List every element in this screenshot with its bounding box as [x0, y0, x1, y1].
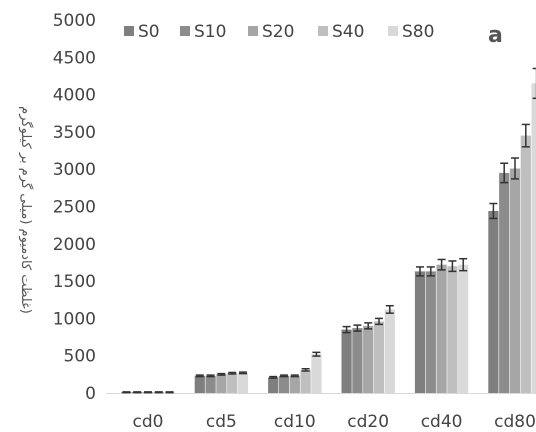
y-axis-title: (غلظت کادمیوم (میلی گرم بر کیلوگرم: [18, 106, 34, 314]
bar-cd80-S20: [510, 169, 520, 394]
y-tick-label: 500: [64, 347, 96, 367]
error-bar-cd10-S0: [269, 377, 277, 378]
bar-cd20-S20: [363, 326, 373, 393]
bar-cd80-S80: [532, 83, 536, 393]
y-tick-label: 0: [85, 384, 96, 404]
legend-swatch: [248, 26, 258, 36]
legend-item-S80: S80: [388, 22, 434, 42]
legend-label: S20: [262, 22, 294, 42]
bar-cd10-S10: [279, 376, 289, 393]
legend-item-S40: S40: [318, 22, 364, 42]
error-bar-cd5-S40: [228, 372, 236, 373]
y-tick-label: 1500: [53, 272, 96, 292]
x-tick-label: cd10: [274, 412, 316, 432]
y-axis-ticks: 0 500 1000 1500 2000 2500 3000 3500 4000 4500 5000: [53, 11, 96, 404]
x-tick-label: cd40: [421, 412, 463, 432]
bar-cd20-S80: [385, 309, 395, 393]
bar-cd10-S40: [301, 370, 311, 393]
y-tick-label: 4000: [53, 86, 96, 106]
error-bar-cd5-S0: [196, 375, 204, 376]
y-tick-label: 3500: [53, 123, 96, 143]
legend-label: S10: [194, 22, 226, 42]
bar-cd80-S10: [499, 173, 509, 393]
bar-cd5-S80: [238, 373, 248, 393]
bar-cd10-S0: [268, 377, 278, 393]
bar-cd80-S0: [488, 211, 498, 393]
x-tick-label: cd0: [133, 412, 164, 432]
error-bar-cd10-S10: [280, 375, 288, 376]
bar-cd40-S20: [437, 265, 447, 393]
y-tick-label: 4500: [53, 48, 96, 68]
legend-item-S0: S0: [124, 22, 160, 42]
bar-cd20-S10: [352, 328, 362, 393]
error-bar-cd5-S80: [239, 372, 247, 373]
bar-cd10-S20: [290, 376, 300, 393]
bars-group: [121, 83, 536, 393]
error-bar-cd10-S40: [302, 369, 310, 371]
bar-cd20-S0: [342, 330, 352, 393]
bar-cd5-S10: [206, 376, 216, 393]
error-bar-cd5-S10: [207, 375, 215, 376]
bar-cd80-S40: [521, 136, 531, 393]
y-tick-label: 3000: [53, 160, 96, 180]
legend-item-S20: S20: [248, 22, 294, 42]
legend-swatch: [318, 26, 328, 36]
legend-label: S0: [138, 22, 160, 42]
bar-cd20-S40: [374, 321, 384, 393]
x-axis-ticks: cd0 cd5 cd10 cd20 cd40 cd80: [133, 412, 536, 432]
bar-cd10-S80: [311, 354, 321, 393]
legend-label: S80: [402, 22, 434, 42]
bar-cd5-S0: [195, 376, 205, 393]
panel-label: a: [488, 23, 503, 48]
x-tick-label: cd20: [347, 412, 389, 432]
legend-label: S40: [332, 22, 364, 42]
legend-swatch: [388, 26, 398, 36]
legend-item-S10: S10: [180, 22, 226, 42]
bar-cd40-S0: [415, 271, 425, 393]
y-tick-label: 2500: [53, 198, 96, 218]
bar-cd5-S20: [216, 374, 226, 393]
error-bar-cd0-S10: [133, 392, 141, 393]
y-tick-label: 2000: [53, 235, 96, 255]
legend-swatch: [124, 26, 134, 36]
x-tick-label: cd5: [206, 412, 237, 432]
error-bars-group: [122, 68, 536, 392]
bar-cd40-S40: [447, 266, 457, 393]
error-bar-cd5-S20: [217, 374, 225, 375]
y-tick-label: 5000: [53, 11, 96, 31]
legend-swatch: [180, 26, 190, 36]
bar-cd40-S80: [458, 265, 468, 393]
bar-cd40-S10: [426, 271, 436, 393]
error-bar-cd10-S20: [291, 375, 299, 376]
error-bar-cd0-S0: [122, 392, 130, 393]
y-tick-label: 1000: [53, 309, 96, 329]
x-tick-label: cd80: [494, 412, 536, 432]
error-bar-cd0-S80: [166, 392, 174, 393]
legend: S0 S10 S20 S40 S80: [124, 22, 434, 42]
error-bar-cd0-S20: [144, 392, 152, 393]
error-bar-cd0-S40: [155, 392, 163, 393]
bar-cd5-S40: [227, 373, 237, 393]
y-axis-title-group: (غلظت کادمیوم (میلی گرم بر کیلوگرم: [18, 106, 34, 314]
